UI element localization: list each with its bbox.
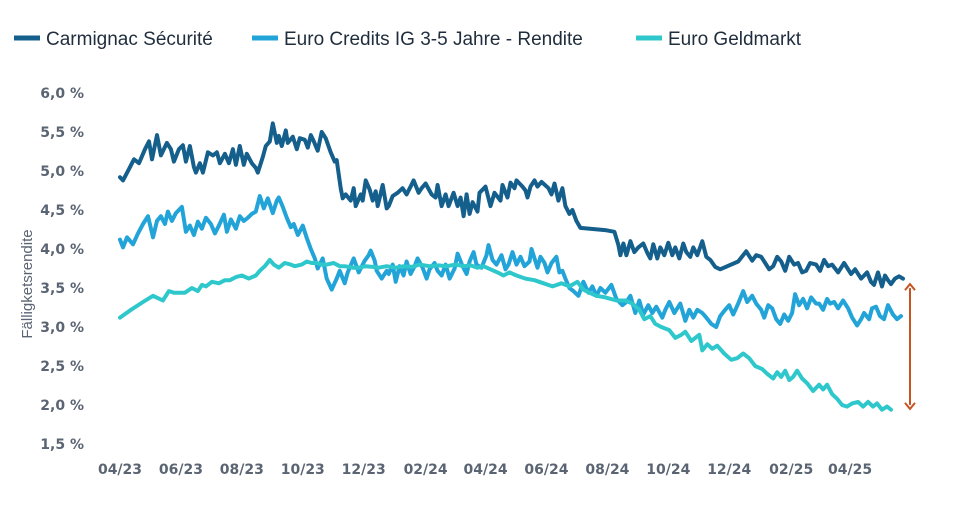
x-tick-label: 06/24 [524,462,568,478]
legend-label-carmignac: Carmignac Sécurité [46,29,213,50]
y-tick-label: 3,0 % [40,320,84,336]
legend: Carmignac Sécurité Euro Credits IG 3-5 J… [14,29,802,50]
series-line-carmignac [118,121,905,289]
x-tick-label: 02/25 [769,462,813,478]
series-layer [118,121,905,412]
legend-item-carmignac: Carmignac Sécurité [14,29,213,50]
series-line-euro-geldmarkt [118,257,893,412]
x-axis: 04/23 06/23 08/23 10/23 12/23 02/24 04/24 06/24… [98,462,872,478]
annotation-arrowhead-top [904,282,916,291]
x-tick-label: 06/23 [159,462,203,478]
y-tick-label: 4,0 % [40,242,84,258]
y-tick-label: 2,5 % [40,359,84,375]
y-axis-label: Fälligketsrendite [19,229,36,338]
x-tick-label: 08/24 [585,462,629,478]
x-tick-label: 10/24 [646,462,690,478]
x-tick-label: 04/24 [463,462,507,478]
x-tick-label: 10/23 [281,462,325,478]
x-tick-label: 08/23 [220,462,264,478]
legend-label-euro-credits: Euro Credits IG 3-5 Jahre - Rendite [284,29,583,50]
x-tick-label: 04/25 [828,462,872,478]
series-line-euro-credits [118,194,903,329]
x-tick-label: 02/24 [404,462,448,478]
annotation-arrowhead-bottom [904,402,916,411]
y-tick-label: 5,0 % [40,164,84,180]
y-tick-label: 2,0 % [40,398,84,414]
x-tick-label: 04/23 [98,462,142,478]
x-tick-label: 12/24 [707,462,751,478]
legend-item-euro-geldmarkt: Euro Geldmarkt [636,29,802,50]
y-tick-label: 6,0 % [40,86,84,102]
legend-item-euro-credits: Euro Credits IG 3-5 Jahre - Rendite [252,29,583,50]
y-axis: 6,0 % 5,5 % 5,0 % 4,5 % 4,0 % 3,5 % 3,0 % 2,5 %… [40,86,84,453]
y-tick-label: 3,5 % [40,281,84,297]
y-tick-label: 5,5 % [40,125,84,141]
y-tick-label: 1,5 % [40,437,84,453]
legend-label-euro-geldmarkt: Euro Geldmarkt [668,29,802,50]
annotation-layer [904,282,916,411]
x-tick-label: 12/23 [342,462,386,478]
y-tick-label: 4,5 % [40,203,84,219]
